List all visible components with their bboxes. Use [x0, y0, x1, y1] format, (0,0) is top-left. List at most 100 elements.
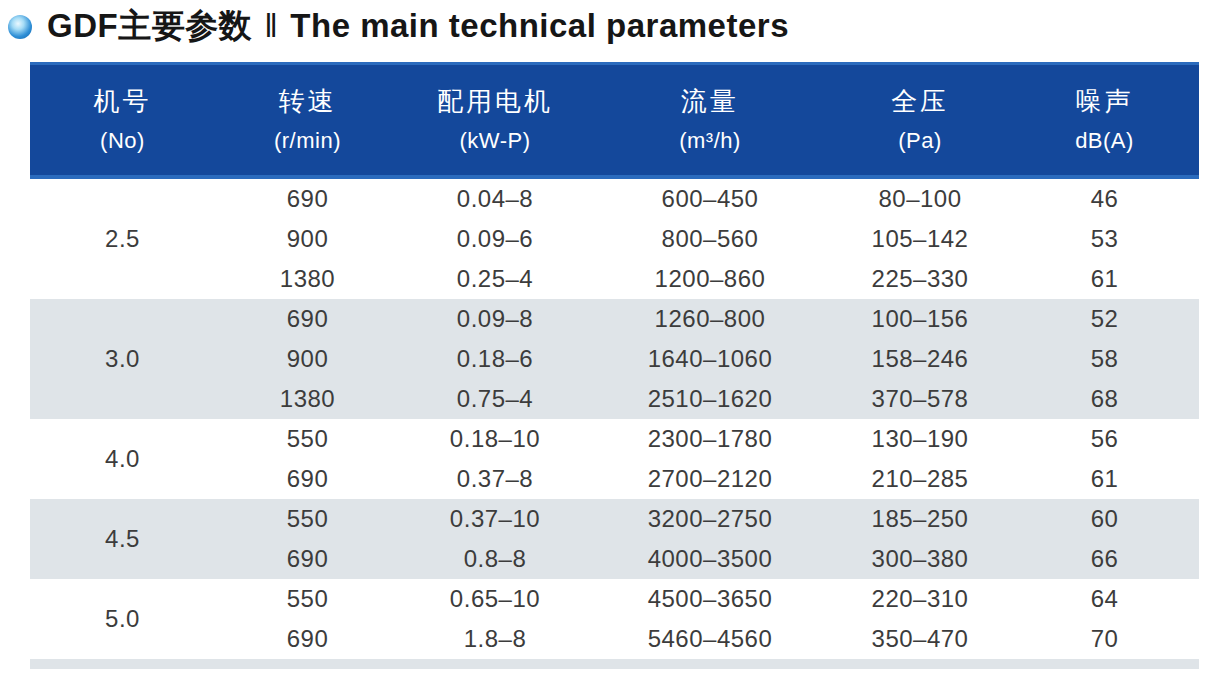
value-cell: 1.8–8 [400, 619, 590, 659]
value-cell: 690 [215, 177, 400, 219]
value-cell: 100–156 [830, 299, 1010, 339]
value-cell: 70 [1010, 619, 1199, 659]
value-cell: 58 [1010, 339, 1199, 379]
fan-no-cell: 3.0 [30, 299, 215, 419]
bullet-orb-icon [8, 15, 32, 39]
table-header: 机号 (No)转速 (r/min)配用电机 (kW-P)流量 (m³/h)全压 (Pa)噪… [30, 64, 1199, 178]
value-cell: 158–246 [830, 339, 1010, 379]
value-cell: 0.04–8 [400, 177, 590, 219]
value-cell: 800–560 [590, 219, 830, 259]
value-cell: 900 [215, 219, 400, 259]
column-header-4: 流量 (m³/h) [590, 64, 830, 178]
value-cell: 130–190 [830, 419, 1010, 459]
value-cell: 350–470 [830, 619, 1010, 659]
column-header-6: 噪声 dB(A) [1010, 64, 1199, 178]
title-en: The main technical parameters [290, 7, 789, 44]
value-cell: 61 [1010, 259, 1199, 299]
table-row: 4.55500.37–103200–2750185–25060 [30, 499, 1199, 539]
value-cell: 5460–4560 [590, 619, 830, 659]
value-cell: 0.37–10 [400, 499, 590, 539]
value-cell: 0.8–8 [400, 539, 590, 579]
value-cell: 53 [1010, 219, 1199, 259]
value-cell: 370–578 [830, 379, 1010, 419]
title-separator: ‖ [264, 7, 278, 44]
column-unit: (Pa) [830, 130, 1010, 152]
column-unit: (No) [30, 130, 215, 152]
value-cell: 4000–3500 [590, 539, 830, 579]
value-cell: 1640–1060 [590, 339, 830, 379]
value-cell: 1380 [215, 379, 400, 419]
value-cell: 550 [215, 419, 400, 459]
value-cell: 1200–860 [590, 259, 830, 299]
catalog-page: GDF主要参数 ‖ The main technical parameters 机号… [0, 0, 1230, 692]
fan-no-cell: 5.0 [30, 579, 215, 659]
value-cell: 210–285 [830, 459, 1010, 499]
fan-no-cell: 4.0 [30, 419, 215, 499]
fan-no-cell: 2.5 [30, 177, 215, 299]
column-unit: (kW-P) [400, 130, 590, 152]
value-cell: 0.25–4 [400, 259, 590, 299]
value-cell: 550 [215, 499, 400, 539]
value-cell: 3200–2750 [590, 499, 830, 539]
value-cell: 66 [1010, 539, 1199, 579]
value-cell: 600–450 [590, 177, 830, 219]
table-row: 2.56900.04–8600–45080–10046 [30, 177, 1199, 219]
value-cell: 690 [215, 299, 400, 339]
value-cell: 2300–1780 [590, 419, 830, 459]
value-cell: 0.65–10 [400, 579, 590, 619]
table-row: 3.06900.09–81260–800100–15652 [30, 299, 1199, 339]
value-cell: 61 [1010, 459, 1199, 499]
title-zh: GDF主要参数 [47, 7, 252, 44]
value-cell: 1260–800 [590, 299, 830, 339]
fan-no-cell: 4.5 [30, 499, 215, 579]
column-title: 流量 [590, 88, 830, 114]
header-row: 机号 (No)转速 (r/min)配用电机 (kW-P)流量 (m³/h)全压 (Pa)噪… [30, 64, 1199, 178]
value-cell: 690 [215, 619, 400, 659]
value-cell: 185–250 [830, 499, 1010, 539]
value-cell: 68 [1010, 379, 1199, 419]
table-row: 5.05500.65–104500–3650220–31064 [30, 579, 1199, 619]
value-cell: 0.18–6 [400, 339, 590, 379]
value-cell: 225–330 [830, 259, 1010, 299]
value-cell: 2510–1620 [590, 379, 830, 419]
table-body: 2.56900.04–8600–45080–100469000.09–6800–… [30, 177, 1199, 659]
column-header-2: 转速 (r/min) [215, 64, 400, 178]
value-cell: 690 [215, 539, 400, 579]
value-cell: 0.09–6 [400, 219, 590, 259]
value-cell: 1380 [215, 259, 400, 299]
page-title-row: GDF主要参数 ‖ The main technical parameters [8, 4, 789, 49]
column-unit: (r/min) [215, 130, 400, 152]
parameters-table: 机号 (No)转速 (r/min)配用电机 (kW-P)流量 (m³/h)全压 (Pa)噪… [30, 62, 1199, 659]
value-cell: 0.09–8 [400, 299, 590, 339]
column-header-1: 机号 (No) [30, 64, 215, 178]
value-cell: 105–142 [830, 219, 1010, 259]
value-cell: 46 [1010, 177, 1199, 219]
value-cell: 550 [215, 579, 400, 619]
column-title: 转速 [215, 88, 400, 114]
value-cell: 0.37–8 [400, 459, 590, 499]
column-unit: (m³/h) [590, 130, 830, 152]
value-cell: 900 [215, 339, 400, 379]
column-title: 机号 [30, 88, 215, 114]
value-cell: 4500–3650 [590, 579, 830, 619]
value-cell: 300–380 [830, 539, 1010, 579]
value-cell: 2700–2120 [590, 459, 830, 499]
value-cell: 80–100 [830, 177, 1010, 219]
next-group-cutoff-band [30, 659, 1199, 669]
table-row: 4.05500.18–102300–1780130–19056 [30, 419, 1199, 459]
value-cell: 0.18–10 [400, 419, 590, 459]
value-cell: 690 [215, 459, 400, 499]
value-cell: 52 [1010, 299, 1199, 339]
column-unit: dB(A) [1010, 130, 1199, 152]
column-title: 配用电机 [400, 88, 590, 114]
page-title: GDF主要参数 ‖ The main technical parameters [47, 4, 789, 49]
value-cell: 0.75–4 [400, 379, 590, 419]
value-cell: 56 [1010, 419, 1199, 459]
column-title: 全压 [830, 88, 1010, 114]
value-cell: 60 [1010, 499, 1199, 539]
column-header-5: 全压 (Pa) [830, 64, 1010, 178]
column-header-3: 配用电机 (kW-P) [400, 64, 590, 178]
column-title: 噪声 [1010, 88, 1199, 114]
value-cell: 220–310 [830, 579, 1010, 619]
value-cell: 64 [1010, 579, 1199, 619]
